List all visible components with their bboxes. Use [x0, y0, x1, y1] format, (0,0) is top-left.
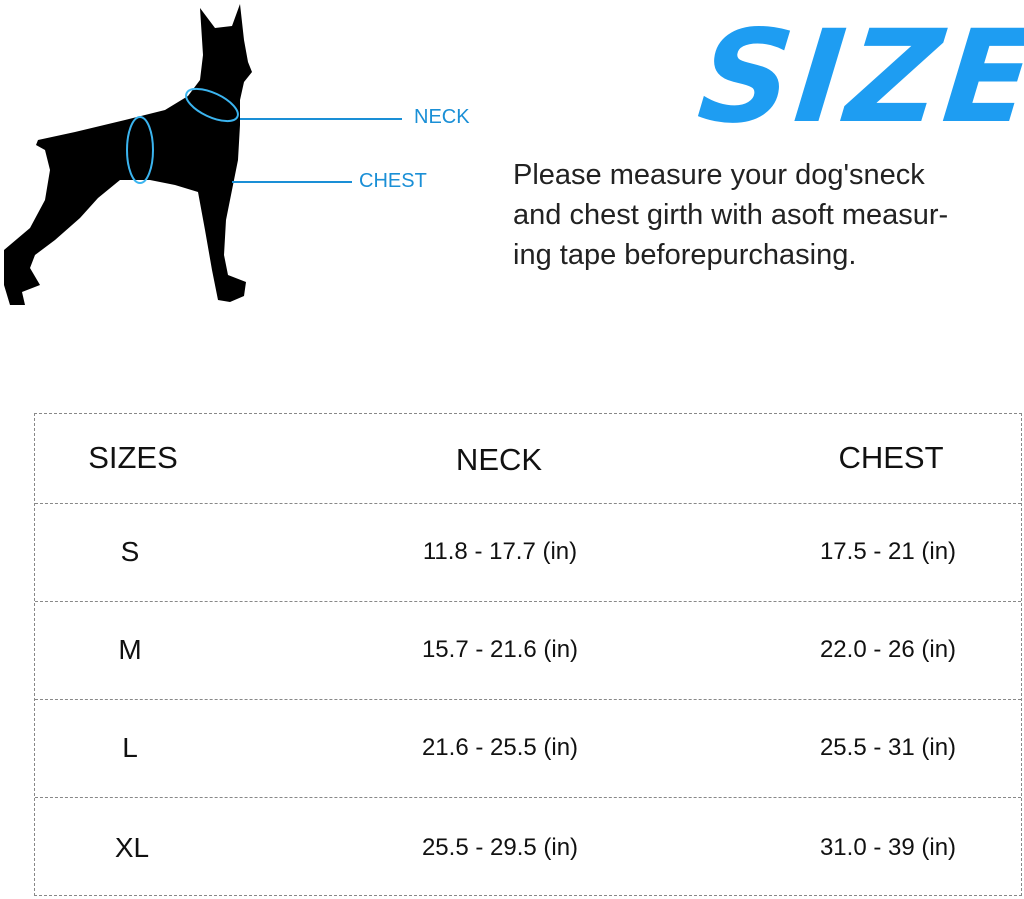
instruction-line: ing tape beforepurchasing.: [513, 239, 857, 271]
chest-cell: 17.5 - 21 (in): [819, 538, 957, 565]
table-row: S 11.8 - 17.7 (in) 17.5 - 21 (in): [35, 503, 1021, 602]
header-chest: CHEST: [838, 440, 944, 475]
instruction-line: and chest girth with asoft measur-: [513, 199, 949, 231]
instruction-line: Please measure your dog'sneck: [513, 159, 925, 191]
chest-cell: 31.0 - 39 (in): [819, 834, 957, 861]
neck-measure-ring: [185, 87, 239, 123]
size-cell: S: [120, 536, 140, 567]
header-sizes: SIZES: [88, 440, 178, 475]
size-cell: XL: [114, 832, 150, 863]
neck-cell: 15.7 - 21.6 (in): [421, 636, 579, 663]
table-row: XL 25.5 - 29.5 (in) 31.0 - 39 (in): [35, 797, 1021, 896]
chest-label: CHEST: [359, 170, 427, 192]
neck-label: NECK: [414, 106, 470, 128]
page-title: SIZE: [692, 3, 1024, 152]
chest-measure-ring: [126, 116, 154, 184]
measure-instructions: Please measure your dog'sneck and chest …: [513, 155, 1013, 275]
size-table: SIZES NECK CHEST S 11.8 - 17.7 (in) 17.5…: [34, 413, 1022, 896]
neck-cell: 21.6 - 25.5 (in): [421, 734, 579, 761]
table-header: SIZES NECK CHEST: [35, 414, 1021, 504]
table-row: M 15.7 - 21.6 (in) 22.0 - 26 (in): [35, 601, 1021, 700]
table-row: L 21.6 - 25.5 (in) 25.5 - 31 (in): [35, 699, 1021, 798]
chest-cell: 25.5 - 31 (in): [819, 734, 957, 761]
chest-cell: 22.0 - 26 (in): [819, 636, 957, 663]
dog-silhouette-diagram: [4, 4, 402, 305]
size-cell: L: [122, 732, 138, 763]
size-cell: M: [118, 634, 142, 665]
neck-cell: 25.5 - 29.5 (in): [421, 834, 579, 861]
neck-cell: 11.8 - 17.7 (in): [422, 538, 578, 565]
header-neck: NECK: [455, 442, 543, 477]
